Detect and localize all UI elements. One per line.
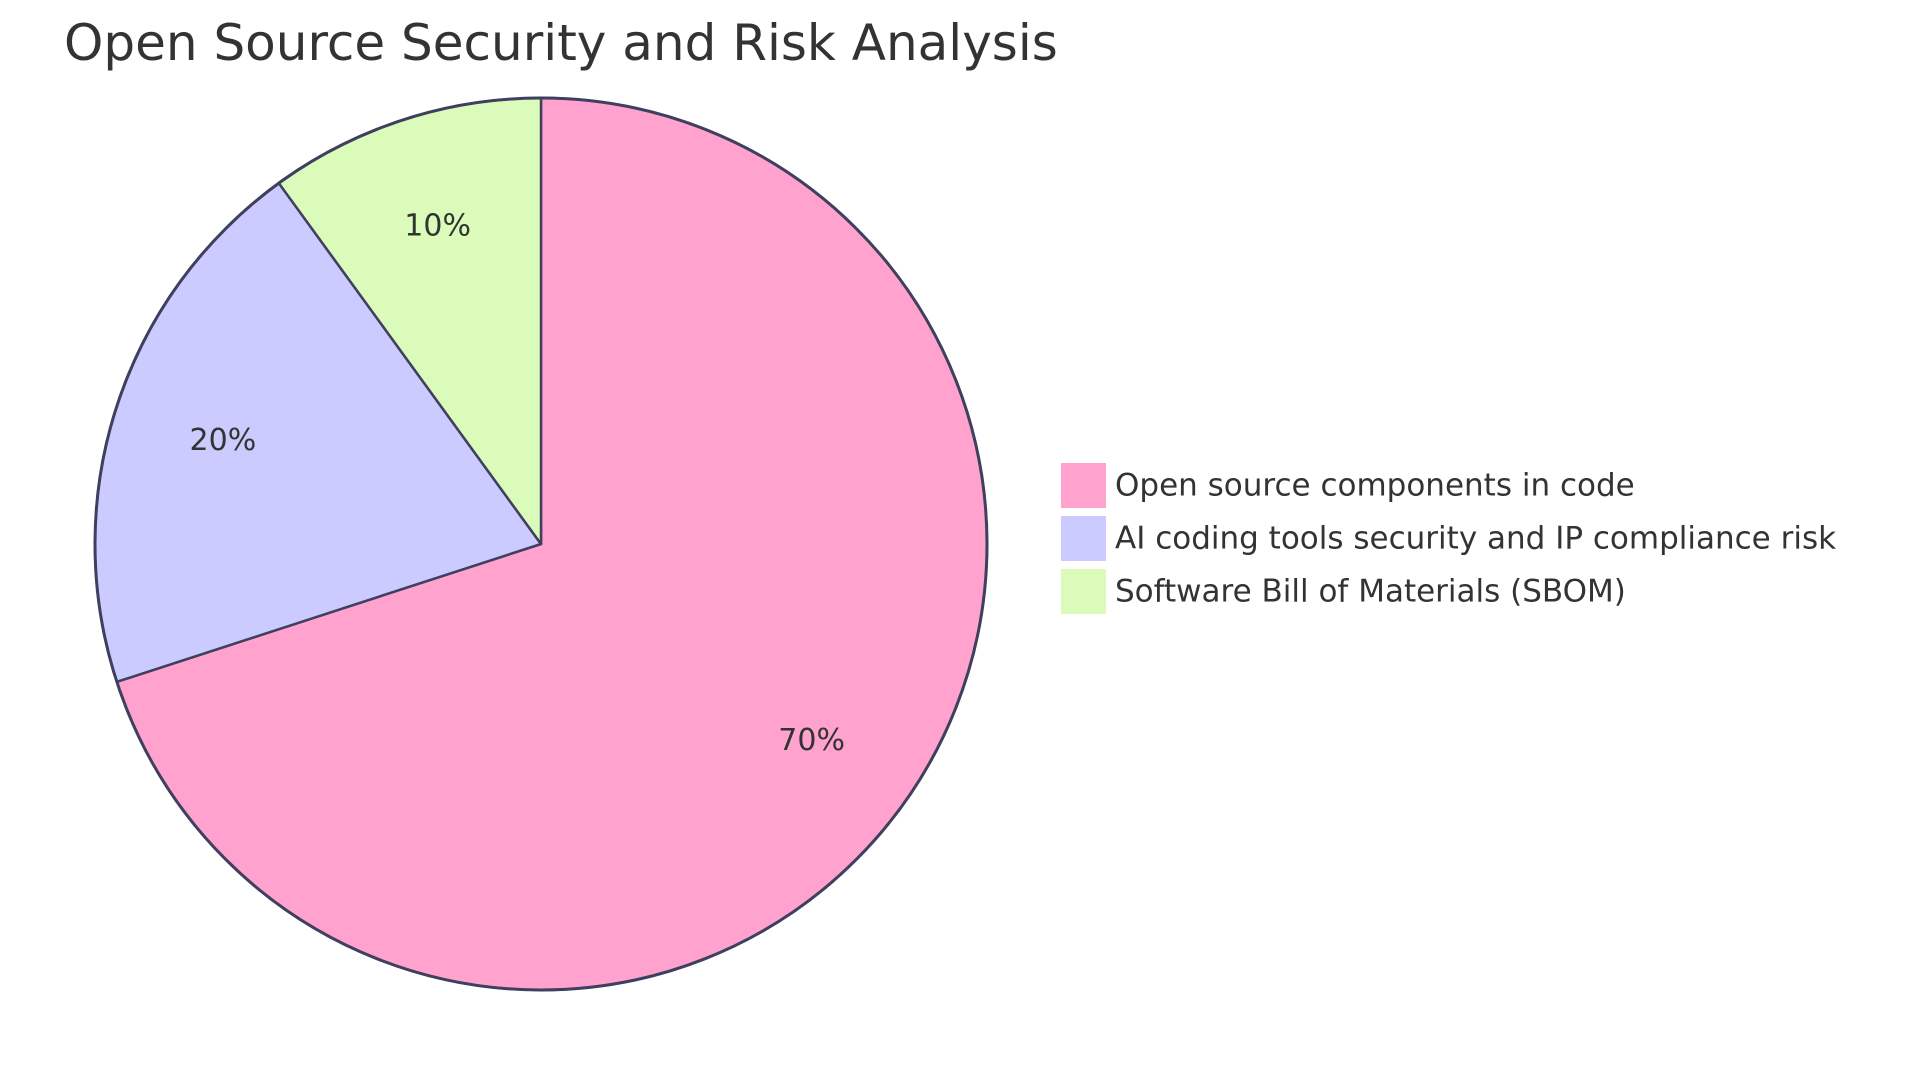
legend: Open source components in code AI coding …	[1061, 463, 1836, 614]
slice-value-label: 70%	[778, 723, 845, 758]
slice-value-label: 20%	[190, 423, 257, 458]
legend-label: Open source components in code	[1115, 468, 1635, 504]
slice-value-label: 10%	[404, 208, 471, 243]
slice-labels: 70% 20% 10%	[190, 208, 845, 758]
legend-label: Software Bill of Materials (SBOM)	[1115, 574, 1626, 610]
pie-slices	[93, 96, 989, 992]
pie-outline	[93, 96, 989, 992]
legend-swatch	[1061, 516, 1106, 561]
legend-swatch	[1061, 463, 1106, 508]
chart-title: Open Source Security and Risk Analysis	[64, 14, 1058, 72]
legend-label: AI coding tools security and IP complian…	[1115, 521, 1836, 557]
legend-swatch	[1061, 569, 1106, 614]
